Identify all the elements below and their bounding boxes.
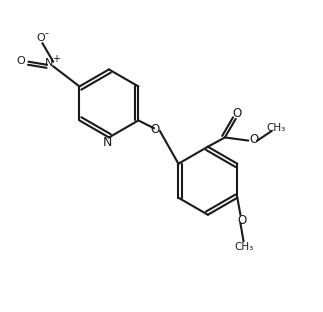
Text: O: O [249,134,258,146]
Text: -: - [44,28,48,38]
Text: O: O [151,123,160,136]
Text: N: N [45,58,54,68]
Text: +: + [52,54,60,64]
Text: N: N [103,136,112,149]
Text: CH₃: CH₃ [234,241,254,251]
Text: O: O [237,214,246,227]
Text: CH₃: CH₃ [266,123,286,133]
Text: O: O [233,107,242,120]
Text: O: O [16,56,25,66]
Text: O: O [36,32,45,42]
